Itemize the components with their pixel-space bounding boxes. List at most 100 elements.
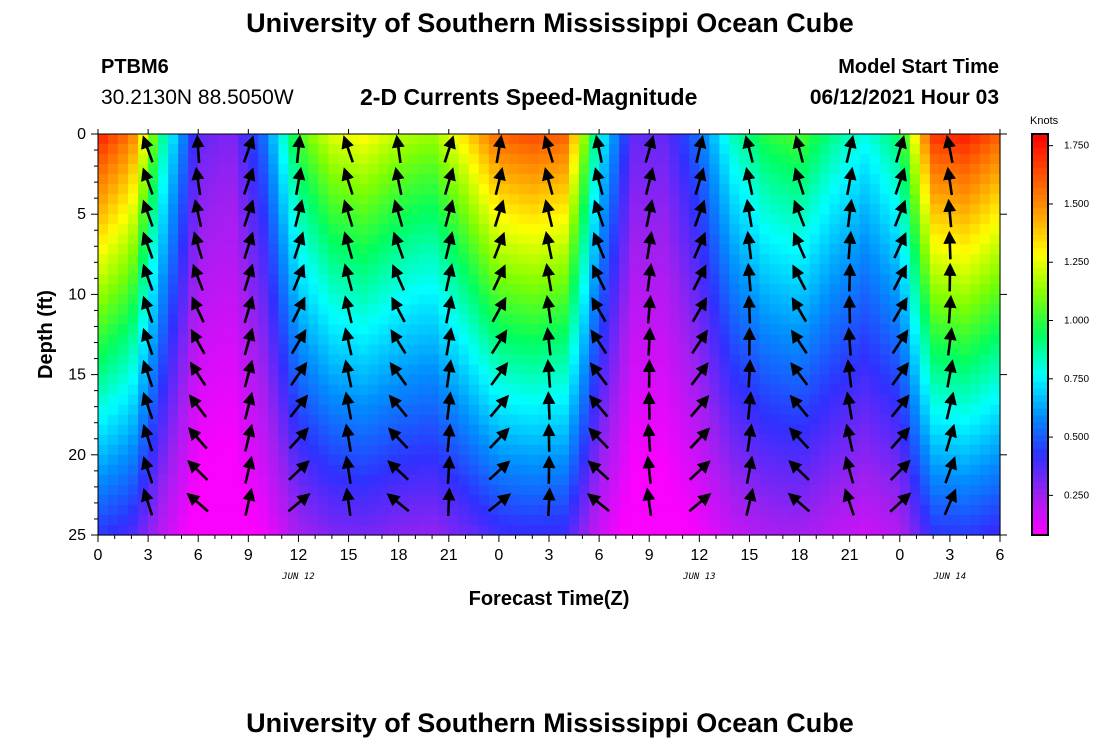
heatmap-cell — [819, 274, 831, 285]
heatmap-cell — [528, 334, 540, 346]
heatmap-cell — [939, 244, 951, 255]
heatmap-cell — [629, 234, 640, 245]
heatmap-cell — [849, 214, 861, 225]
heatmap-cell — [458, 234, 470, 245]
heatmap-cell — [298, 384, 310, 396]
heatmap-cell — [308, 414, 320, 426]
heatmap-cell — [398, 504, 410, 516]
heatmap-cell — [749, 264, 761, 275]
heatmap-cell — [238, 184, 249, 195]
heatmap-cell — [589, 184, 600, 195]
current-vector-arrow — [643, 294, 656, 324]
heatmap-cell — [779, 414, 791, 426]
heatmap-cell — [158, 464, 169, 476]
heatmap-cell — [879, 374, 891, 386]
heatmap-cell — [569, 394, 580, 406]
heatmap-cell — [969, 424, 981, 436]
heatmap-cell — [579, 404, 590, 416]
heatmap-cell — [188, 244, 199, 255]
heatmap-cell — [168, 494, 179, 506]
heatmap-cell — [478, 354, 490, 366]
heatmap-cell — [418, 204, 430, 215]
heatmap-cell — [428, 514, 440, 526]
heatmap-cell — [689, 524, 700, 536]
heatmap-cell — [148, 344, 159, 356]
heatmap-cell — [889, 224, 901, 235]
heatmap-cell — [559, 144, 570, 155]
heatmap-cell — [759, 354, 771, 366]
heatmap-cell — [218, 144, 229, 155]
heatmap-cell — [308, 234, 320, 245]
heatmap-cell — [508, 434, 520, 446]
heatmap-cell — [949, 474, 961, 486]
heatmap-cell — [609, 244, 620, 255]
heatmap-cell — [949, 164, 961, 175]
heatmap-cell — [118, 304, 129, 316]
heatmap-cell — [278, 354, 290, 366]
heatmap-cell — [388, 184, 400, 195]
heatmap-cell — [949, 154, 961, 165]
heatmap-cell — [218, 384, 229, 396]
heatmap-cell — [669, 354, 680, 366]
heatmap-cell — [709, 254, 720, 265]
heatmap-cell — [759, 364, 771, 376]
heatmap-cell — [939, 404, 951, 416]
heatmap-cell — [959, 394, 971, 406]
heatmap-cell — [108, 424, 119, 436]
current-vector-arrow — [592, 134, 605, 164]
heatmap-cell — [538, 304, 550, 316]
heatmap-cell — [318, 474, 330, 486]
heatmap-cell — [829, 334, 841, 346]
current-vector-arrow — [191, 198, 205, 228]
heatmap-cell — [679, 344, 690, 356]
heatmap-cell — [328, 454, 340, 466]
heatmap-cell — [318, 244, 330, 255]
heatmap-cell — [599, 334, 610, 346]
current-vector-arrow — [592, 199, 605, 227]
heatmap-cell — [318, 304, 330, 316]
heatmap-cell — [508, 184, 520, 195]
heatmap-cell — [809, 244, 821, 255]
heatmap-cell — [128, 244, 139, 255]
heatmap-cell — [569, 294, 580, 306]
heatmap-cell — [278, 294, 290, 306]
heatmap-cell — [438, 314, 450, 326]
heatmap-cell — [278, 464, 290, 476]
heatmap-cell — [198, 204, 209, 215]
heatmap-cell — [328, 164, 340, 175]
heatmap-cell — [659, 274, 670, 285]
heatmap-cell — [619, 284, 630, 296]
heatmap-cell — [649, 214, 660, 225]
heatmap-cell — [729, 464, 741, 476]
heatmap-cell — [889, 464, 901, 476]
heatmap-cell — [779, 134, 791, 145]
heatmap-cell — [418, 144, 430, 155]
heatmap-cell — [208, 484, 219, 496]
heatmap-cell — [759, 154, 771, 165]
heatmap-cell — [659, 134, 670, 145]
heatmap-cell — [518, 144, 530, 155]
heatmap-cell — [478, 204, 490, 215]
heatmap-cell — [508, 364, 520, 376]
heatmap-cell — [338, 464, 350, 476]
heatmap-cell — [128, 164, 139, 175]
heatmap-cell — [949, 304, 961, 316]
heatmap-cell — [829, 374, 841, 386]
heatmap-cell — [709, 454, 720, 466]
heatmap-cell — [729, 524, 741, 536]
heatmap-cell — [669, 444, 680, 456]
heatmap-cell — [989, 184, 1001, 195]
heatmap-cell — [498, 154, 510, 165]
colorbar-segment — [1032, 134, 1048, 142]
heatmap-cell — [609, 524, 620, 536]
heatmap-cell — [398, 474, 410, 486]
heatmap-cell — [989, 284, 1001, 296]
heatmap-cell — [969, 234, 981, 245]
heatmap-cell — [138, 244, 149, 255]
heatmap-cell — [448, 404, 460, 416]
heatmap-cell — [358, 404, 370, 416]
heatmap-cell — [849, 394, 861, 406]
heatmap-cell — [318, 224, 330, 235]
heatmap-cell — [559, 474, 570, 486]
heatmap-cell — [508, 424, 520, 436]
